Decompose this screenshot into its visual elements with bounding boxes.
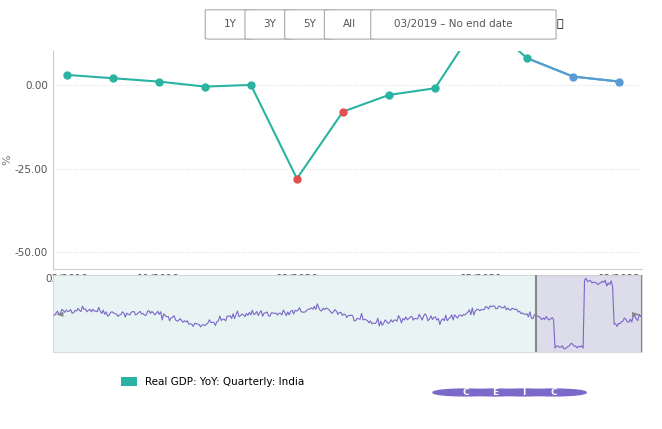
Text: C: C — [462, 388, 469, 397]
Circle shape — [492, 389, 557, 396]
Legend: Real GDP: YoY: Quarterly: India: Real GDP: YoY: Quarterly: India — [117, 373, 308, 391]
FancyBboxPatch shape — [245, 10, 295, 39]
Y-axis label: %: % — [2, 155, 12, 166]
Text: 📅: 📅 — [556, 19, 563, 30]
Text: I: I — [522, 388, 526, 397]
FancyBboxPatch shape — [205, 10, 255, 39]
Text: All: All — [343, 19, 355, 30]
FancyBboxPatch shape — [371, 10, 556, 39]
Text: 3Y: 3Y — [263, 19, 276, 30]
Circle shape — [522, 389, 586, 396]
Bar — [536, 275, 642, 352]
Text: C: C — [550, 388, 557, 397]
Circle shape — [433, 389, 498, 396]
Text: ◄: ◄ — [56, 308, 64, 319]
Text: E: E — [492, 388, 498, 397]
Text: 5Y: 5Y — [303, 19, 316, 30]
FancyBboxPatch shape — [285, 10, 334, 39]
Circle shape — [463, 389, 527, 396]
Text: 03/2019 – No end date: 03/2019 – No end date — [394, 19, 513, 30]
FancyBboxPatch shape — [324, 10, 374, 39]
Text: ►: ► — [632, 308, 639, 319]
Text: 1Y: 1Y — [224, 19, 236, 30]
